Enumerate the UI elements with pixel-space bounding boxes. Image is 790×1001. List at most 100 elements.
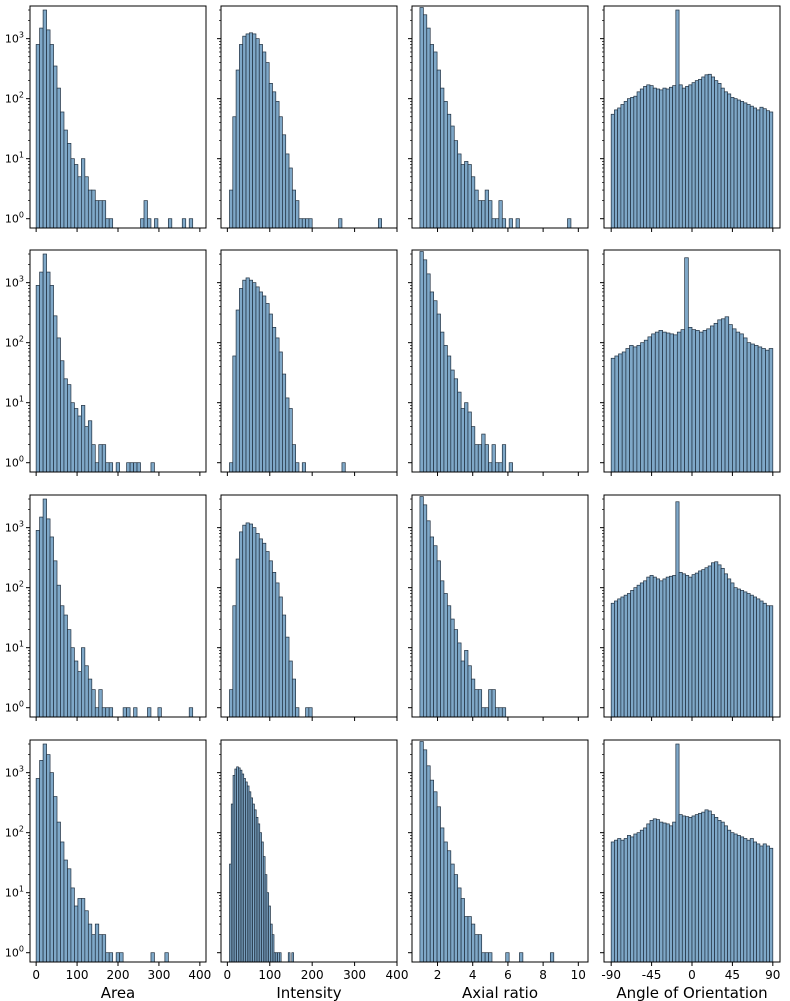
histogram-bar xyxy=(46,271,51,473)
histogram-bar xyxy=(753,596,757,718)
histogram-bar xyxy=(669,575,673,718)
histogram-bar xyxy=(67,384,72,473)
histogram-bar xyxy=(252,282,257,473)
histogram-bar xyxy=(443,101,448,229)
histogram-bar xyxy=(720,567,725,718)
histogram-bar xyxy=(687,327,693,473)
histogram-bar xyxy=(49,536,54,718)
histogram-bar xyxy=(739,333,744,473)
histogram-bar xyxy=(717,319,722,473)
histogram-bar xyxy=(769,111,774,229)
histogram-bar xyxy=(640,342,645,473)
histogram-bar xyxy=(154,218,159,229)
histogram-bar xyxy=(491,444,496,473)
histogram-bar xyxy=(707,810,712,963)
histogram-bar xyxy=(610,602,615,718)
histogram-bar xyxy=(377,218,382,229)
histogram-bar xyxy=(698,812,703,963)
histogram-bar xyxy=(229,189,234,229)
histogram-bar xyxy=(419,251,424,473)
histogram-bar xyxy=(495,462,500,473)
histogram-bar xyxy=(136,462,141,473)
histogram-bar xyxy=(84,665,89,718)
histogram-bar xyxy=(727,829,732,963)
histogram-bar xyxy=(714,816,719,963)
histogram-bar xyxy=(643,339,649,473)
panel-r2-c3 xyxy=(408,249,589,476)
histogram-bar xyxy=(239,531,244,718)
histogram-bar xyxy=(115,952,120,963)
histogram-bar xyxy=(301,462,306,473)
histogram-bar xyxy=(94,462,100,473)
histogram-bar xyxy=(426,520,431,718)
histogram-bar xyxy=(423,504,428,718)
histogram-bar xyxy=(617,598,622,718)
histogram-bar xyxy=(235,69,240,229)
x-tick-label: 200 xyxy=(301,968,324,982)
histogram-bar xyxy=(248,32,253,229)
x-tick-label: 4 xyxy=(469,968,477,982)
histogram-bar xyxy=(694,572,699,718)
histogram-bar xyxy=(457,887,462,963)
histogram-bar xyxy=(81,158,86,229)
x-tick-label: 0 xyxy=(32,968,40,982)
x-tick-label: 200 xyxy=(107,968,130,982)
histogram-bar xyxy=(460,164,465,229)
histogram-bar xyxy=(262,51,267,229)
histogram-bar xyxy=(711,562,715,718)
histogram-bar xyxy=(67,868,72,963)
histogram-bar xyxy=(278,116,283,229)
histogram-bar xyxy=(756,109,761,229)
histogram-bar xyxy=(672,575,677,718)
histogram-bar xyxy=(488,462,493,473)
histogram-bar xyxy=(464,650,469,718)
histogram-bar xyxy=(447,355,452,473)
histogram-bar xyxy=(626,98,631,229)
histogram-bar xyxy=(291,444,296,473)
histogram-bar xyxy=(717,820,722,963)
histogram-bar xyxy=(42,253,47,473)
histogram-bar xyxy=(488,952,493,963)
histogram-bar xyxy=(691,574,696,718)
histogram-bar xyxy=(433,791,438,963)
histogram-bar xyxy=(651,333,656,473)
y-tick-label: 102 xyxy=(5,91,24,106)
histogram-bar xyxy=(549,952,555,963)
histogram-bar xyxy=(453,378,459,473)
panel-r1-c3 xyxy=(408,5,589,232)
x-tick-label: 300 xyxy=(147,968,170,982)
histogram-bar xyxy=(245,522,250,718)
histogram-bar xyxy=(733,587,738,718)
histogram-bar xyxy=(91,689,96,718)
histogram-bar xyxy=(695,330,700,473)
histogram-bar xyxy=(736,588,741,718)
histogram-bar xyxy=(252,33,257,229)
histogram-bar xyxy=(232,116,237,229)
panel-r3-c3 xyxy=(408,494,589,721)
histogram-bar xyxy=(701,569,706,718)
histogram-bar xyxy=(133,707,138,718)
histogram-bar xyxy=(232,605,237,718)
histogram-bar xyxy=(450,618,455,718)
panel-r2-c1: 100 101 102 103 xyxy=(5,249,207,476)
histogram-bar xyxy=(746,342,752,473)
histogram-bar xyxy=(460,660,465,718)
histogram-bar xyxy=(305,707,310,718)
histogram-bar xyxy=(636,832,641,963)
histogram-bar xyxy=(678,84,683,229)
histogram-bar xyxy=(94,923,100,963)
histogram-bar xyxy=(688,576,693,718)
histogram-bar xyxy=(665,332,671,473)
histogram-bar xyxy=(652,576,657,718)
histogram-bar xyxy=(626,593,631,718)
histogram-bar xyxy=(753,107,757,229)
histogram-bar xyxy=(740,590,745,718)
x-tick-label: 45 xyxy=(725,968,740,982)
histogram-bar xyxy=(49,285,54,473)
histogram-bar xyxy=(733,98,738,229)
histogram-bar xyxy=(291,189,296,229)
panel-r1-c2 xyxy=(217,5,398,232)
histogram-bar xyxy=(108,218,114,229)
histogram-bar xyxy=(704,567,709,718)
histogram-bar xyxy=(646,84,651,229)
